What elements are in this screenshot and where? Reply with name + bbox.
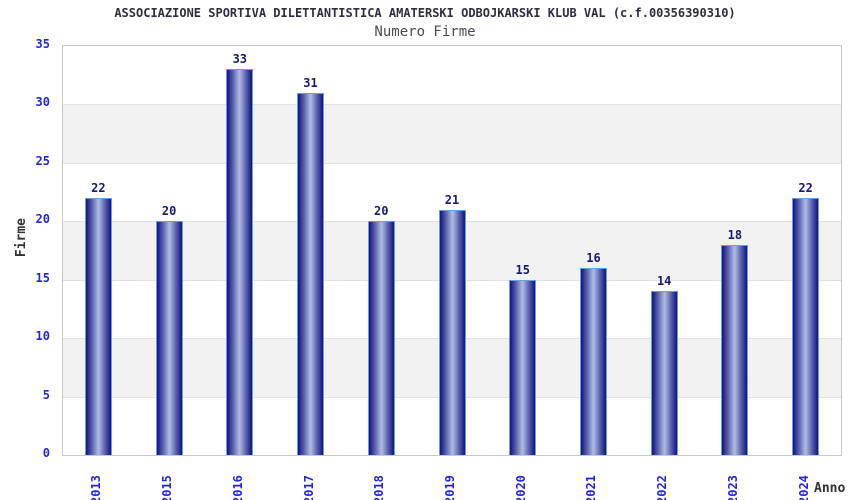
bar-2013 [84,197,112,455]
x-tick-label-2020: 2020 [513,475,528,500]
x-tick-label-2024: 2024 [796,475,811,500]
plot-area: 22 20 33 31 20 21 15 16 14 18 22 [62,45,842,456]
plot-band-white [63,46,841,105]
x-axis-label: Anno [814,481,846,496]
x-tick-label-2017: 2017 [301,475,316,500]
y-tick-label-0: 0 [42,446,50,460]
x-tick-label-2021: 2021 [584,475,599,500]
bar-2016 [226,69,254,455]
chart-subtitle: Numero Firme [374,24,476,40]
bar-2015 [155,221,183,455]
bar-value-label: 15 [515,262,530,277]
bar-2018 [367,221,395,455]
bar-2024 [792,197,820,455]
y-tick-label-15: 15 [35,270,50,285]
x-tick-label-2019: 2019 [443,475,457,500]
x-tick-label-2016: 2016 [230,475,245,500]
bar-2022 [650,291,678,455]
bar-value-label: 18 [727,227,743,242]
bar-2021 [579,268,607,455]
bar-value-label: 21 [444,192,460,207]
bar-value-label: 22 [91,180,106,195]
y-tick-label-20: 20 [35,212,50,227]
bar-2023 [721,244,749,455]
bar-value-label: 16 [586,251,601,266]
bar-value-label: 14 [656,274,672,289]
bar-2019 [438,209,466,455]
bar-value-label: 31 [303,75,318,90]
x-tick-label-2013: 2013 [89,475,104,500]
x-tick-label-2023: 2023 [725,475,740,500]
bar-2017 [297,92,325,455]
bar-value-label: 33 [232,52,248,67]
bar-value-label: 20 [161,204,177,219]
x-tick-label-2018: 2018 [372,475,387,500]
y-tick-label-30: 30 [35,95,50,110]
x-tick-label-2015: 2015 [160,475,175,500]
x-tick-label-2022: 2022 [655,475,670,500]
y-tick-label-5: 5 [42,387,50,402]
y-tick-label-35: 35 [35,37,50,51]
bar-2020 [509,279,537,455]
bar-value-label: 20 [374,204,389,219]
y-tick-label-10: 10 [35,329,50,344]
y-tick-label-25: 25 [35,153,50,168]
page-title: ASSOCIAZIONE SPORTIVA DILETTANTISTICA AM… [114,6,736,20]
plot-band-gray [63,104,841,163]
bar-value-label: 22 [798,180,813,195]
